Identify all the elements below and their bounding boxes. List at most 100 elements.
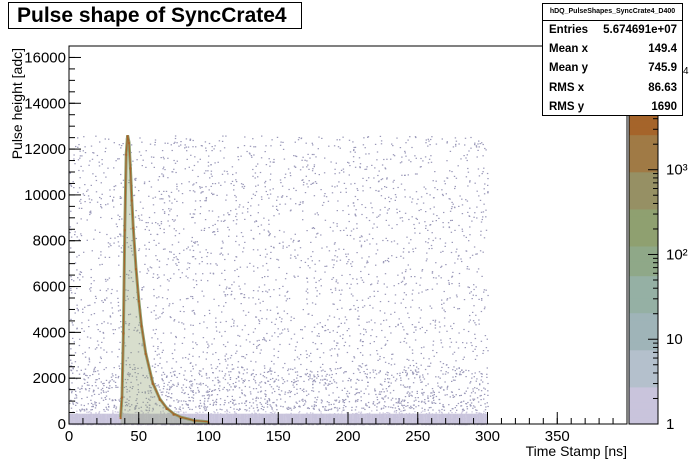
data-point <box>428 140 430 142</box>
data-point <box>119 309 121 311</box>
data-point <box>440 266 442 268</box>
data-point <box>201 375 203 377</box>
data-point <box>455 294 458 296</box>
data-point <box>212 231 214 233</box>
data-point <box>406 358 408 360</box>
data-point <box>486 367 488 369</box>
data-point <box>299 201 302 203</box>
data-point <box>77 309 79 311</box>
data-point <box>403 292 406 294</box>
data-point <box>407 402 409 404</box>
data-point <box>380 195 383 197</box>
data-point <box>371 164 373 166</box>
data-point <box>211 150 213 152</box>
data-point <box>364 329 367 331</box>
data-point <box>133 194 136 196</box>
data-point <box>101 322 103 325</box>
data-point <box>393 155 396 157</box>
data-point <box>289 198 292 200</box>
data-point <box>224 399 226 401</box>
data-point <box>401 412 403 414</box>
data-point <box>178 408 180 410</box>
data-point <box>233 411 236 413</box>
data-point <box>377 280 379 282</box>
data-point <box>231 284 233 286</box>
data-point <box>427 365 429 367</box>
data-point <box>474 372 476 374</box>
data-point <box>412 359 414 362</box>
data-point <box>83 330 85 332</box>
data-point <box>238 372 241 374</box>
data-point <box>394 302 396 304</box>
data-point <box>360 411 363 413</box>
data-point <box>161 394 163 396</box>
data-point <box>457 402 460 405</box>
data-point <box>293 405 296 407</box>
data-point <box>403 276 405 278</box>
data-point <box>173 257 175 259</box>
data-point <box>160 157 162 159</box>
data-point <box>308 180 310 182</box>
data-point <box>418 321 420 323</box>
data-point <box>132 368 134 370</box>
data-point <box>253 154 255 156</box>
data-point <box>167 289 169 291</box>
data-point <box>175 335 177 338</box>
data-point <box>160 412 162 414</box>
data-point <box>157 179 159 181</box>
data-point <box>87 319 90 321</box>
data-point <box>441 366 443 368</box>
data-point <box>411 146 413 149</box>
data-point <box>312 381 314 383</box>
data-point <box>330 408 333 410</box>
data-point <box>432 213 435 215</box>
data-point <box>319 322 321 324</box>
data-point <box>152 407 154 409</box>
data-point <box>344 371 346 373</box>
data-point <box>367 385 369 387</box>
data-point <box>378 190 380 192</box>
data-point <box>174 374 176 377</box>
data-point <box>228 371 230 373</box>
data-point <box>365 179 368 182</box>
data-point <box>191 391 194 393</box>
data-point <box>454 407 456 409</box>
data-point <box>405 370 407 372</box>
data-point <box>415 326 417 328</box>
data-point <box>113 367 115 369</box>
data-point <box>309 157 311 159</box>
data-point <box>486 338 488 340</box>
data-point <box>163 274 165 276</box>
data-point <box>379 391 381 393</box>
data-point <box>98 411 101 413</box>
data-point <box>273 355 275 357</box>
data-point <box>153 310 155 312</box>
data-point <box>108 138 110 140</box>
data-point <box>420 277 422 279</box>
data-point <box>297 139 300 141</box>
data-point <box>304 399 306 401</box>
data-point <box>254 146 257 148</box>
data-point <box>207 161 210 163</box>
data-point <box>310 255 312 258</box>
data-point <box>103 321 105 323</box>
data-point <box>226 409 228 411</box>
data-point <box>129 213 131 215</box>
data-point <box>237 156 239 158</box>
data-point <box>111 373 114 375</box>
data-point <box>409 386 411 388</box>
data-point <box>174 235 177 237</box>
data-point <box>290 412 292 414</box>
data-point <box>217 161 219 163</box>
data-point <box>443 325 446 327</box>
data-point <box>333 403 335 405</box>
data-point <box>466 200 469 202</box>
data-point <box>290 407 292 409</box>
data-point <box>119 233 122 235</box>
data-point <box>306 412 308 414</box>
data-point <box>212 403 215 405</box>
data-point <box>160 198 163 200</box>
data-point <box>94 407 97 409</box>
data-point <box>310 360 312 363</box>
data-point <box>127 410 129 412</box>
